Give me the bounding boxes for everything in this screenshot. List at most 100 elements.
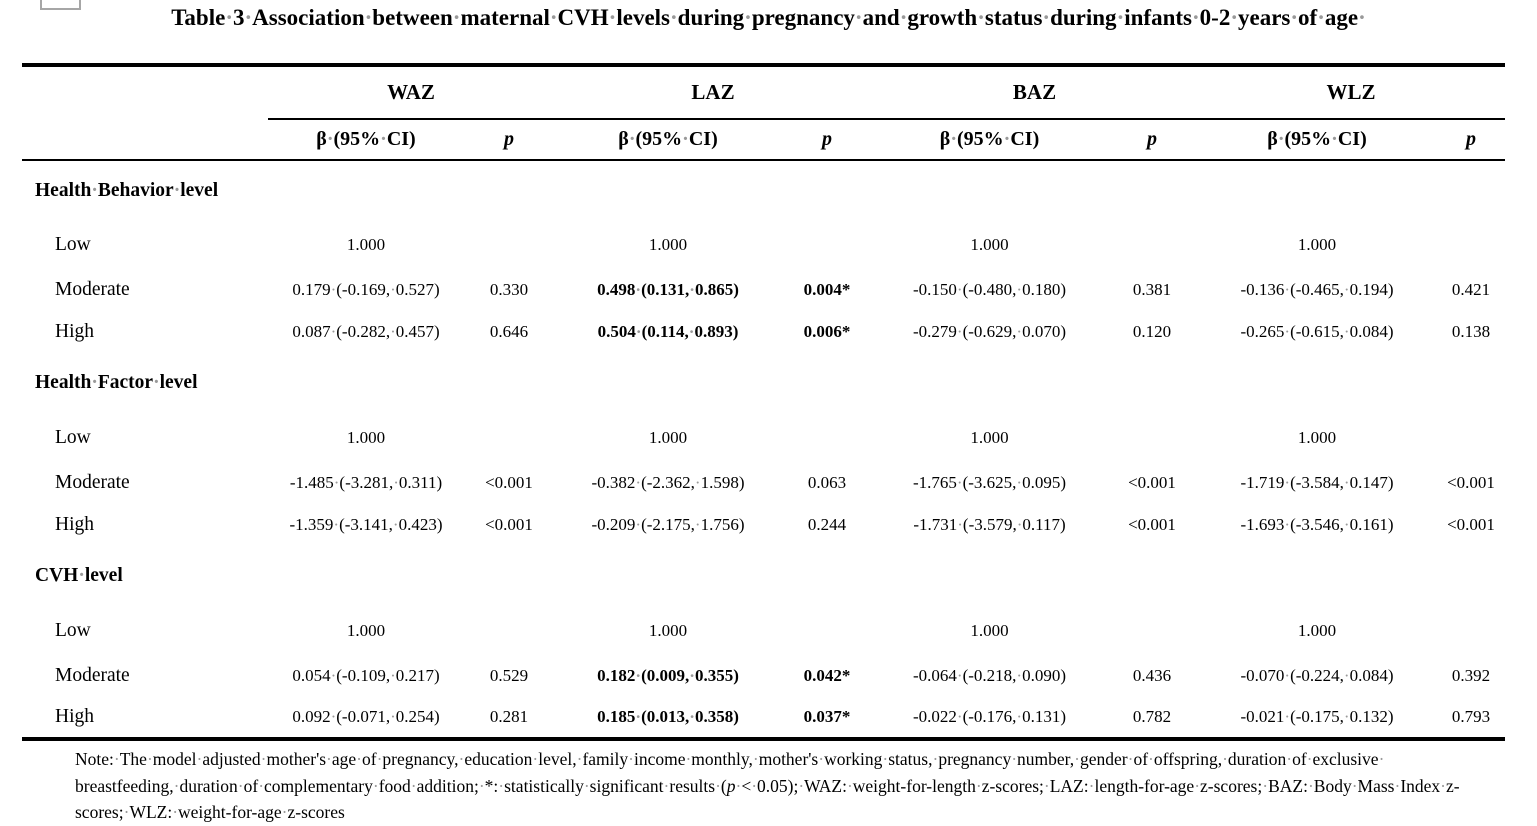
col-group-waz: WAZ — [268, 65, 555, 120]
cell-beta: 1.000 — [1297, 620, 1337, 640]
cell-beta: 0.185·(0.013,·0.358) — [597, 707, 739, 726]
row-label: Moderate — [55, 472, 130, 493]
laz-p-header: p — [782, 119, 873, 161]
table-footnote: Note:·The·model·adjusted·mother's·age·of… — [75, 746, 1505, 826]
cell-beta: 0.504·(0.114,·0.893) — [597, 322, 739, 341]
cell-beta: 1.000 — [346, 620, 386, 640]
cell-beta: 1.000 — [970, 620, 1009, 640]
cell-beta: -0.265·(-0.615,·0.084) — [1240, 322, 1394, 341]
cell-p — [1437, 606, 1505, 655]
cell-p — [782, 220, 872, 269]
cell-p: 0.529 — [489, 666, 529, 685]
row-label: Moderate — [55, 665, 130, 686]
section-label: Health·Factor·level — [35, 372, 198, 393]
cell-beta: -1.719·(-3.584,·0.147) — [1240, 473, 1394, 492]
cell-beta: -1.693·(-3.546,·0.161) — [1240, 515, 1394, 534]
cell-p: 0.120 — [1132, 322, 1172, 341]
baz-beta-header: β·(95%·CI) — [872, 119, 1108, 161]
cell-beta: -1.359·(-3.141,·0.423) — [289, 515, 443, 534]
section-header-row: CVH·level — [22, 546, 1505, 606]
cell-beta: 0.179·(-0.169,·0.527) — [292, 280, 440, 299]
cell-beta: 0.092·(-0.071,·0.254) — [292, 707, 440, 726]
cell-p: 0.037* — [803, 707, 851, 726]
cell-beta: -0.070·(-0.224,·0.084) — [1240, 666, 1394, 685]
cell-beta: -1.485·(-3.281,·0.311) — [289, 473, 443, 492]
section-header-row: Health·Factor·level — [22, 353, 1505, 413]
cell-p — [1437, 413, 1505, 462]
cropped-ui-fragment — [40, 0, 81, 10]
waz-p-header: p — [464, 119, 555, 161]
cell-p: <0.001 — [1128, 515, 1176, 534]
cell-p: <0.001 — [1128, 473, 1176, 492]
cell-p — [1107, 606, 1197, 655]
cell-beta: -0.021·(-0.175,·0.132) — [1240, 707, 1394, 726]
row-label: Low — [55, 426, 91, 448]
section-label: CVH·level — [35, 565, 123, 586]
cell-p — [782, 413, 872, 462]
cell-p — [1437, 220, 1505, 269]
level-row: High -1.359·(-3.141,·0.423) <0.001 -0.20… — [22, 504, 1505, 546]
cell-beta: -0.136·(-0.465,·0.194) — [1240, 280, 1394, 299]
row-label: High — [55, 321, 94, 342]
cell-p: 0.063 — [807, 473, 847, 492]
cell-p: 0.793 — [1451, 707, 1491, 726]
cell-p: <0.001 — [1447, 473, 1495, 492]
footnote-line-3: scores;·WLZ:·weight-for-age·z-scores — [75, 802, 345, 822]
cell-p: 0.436 — [1132, 666, 1172, 685]
sub-header-row: β·(95%·CI) p β·(95%·CI) p β·(95%·CI) p β… — [22, 119, 1506, 161]
wlz-beta-header: β·(95%·CI) — [1197, 119, 1438, 161]
row-label: Low — [55, 233, 91, 255]
waz-beta-header: β·(95%·CI) — [268, 119, 464, 161]
baz-p-header: p — [1107, 119, 1198, 161]
cell-beta: 1.000 — [970, 427, 1009, 447]
cell-p: 0.042* — [803, 666, 851, 685]
cell-beta: -1.765·(-3.625,·0.095) — [913, 473, 1067, 492]
level-row: Low 1.000 1.000 1.000 1.000 — [22, 220, 1505, 269]
cell-p: 0.392 — [1451, 666, 1491, 685]
cell-p — [464, 606, 554, 655]
col-group-baz: BAZ — [872, 65, 1198, 120]
cell-p: 0.421 — [1451, 280, 1491, 299]
cell-p: 0.281 — [489, 707, 529, 726]
row-label: Low — [55, 619, 91, 641]
cell-p — [1107, 220, 1197, 269]
cell-beta: 1.000 — [648, 427, 688, 447]
cell-p: <0.001 — [485, 473, 533, 492]
cell-p: 0.244 — [807, 515, 847, 534]
results-table: WAZ LAZ BAZ WLZ β·(95%·CI) p β·(95%·CI) … — [22, 63, 1506, 741]
cell-p — [782, 606, 872, 655]
cell-p: 0.006* — [803, 322, 851, 341]
footnote-line-2b: ·<·0.05);·WAZ:·weight-for-length·z-score… — [735, 775, 1460, 796]
col-group-wlz: WLZ — [1197, 65, 1506, 120]
cell-beta: -0.279·(-0.629,·0.070) — [913, 322, 1067, 341]
blank-corner-cell — [22, 119, 268, 161]
cell-beta: -1.731·(-3.579,·0.117) — [913, 515, 1066, 534]
wlz-p-header: p — [1437, 119, 1506, 161]
cell-beta: 1.000 — [648, 620, 688, 640]
cell-beta: -0.209·(-2.175,·1.756) — [591, 515, 745, 534]
laz-beta-header: β·(95%·CI) — [554, 119, 783, 161]
cell-p: 0.330 — [489, 280, 529, 299]
group-header-row: WAZ LAZ BAZ WLZ — [22, 65, 1506, 120]
cell-beta: -0.382·(-2.362,·1.598) — [591, 473, 745, 492]
cell-beta: 1.000 — [648, 234, 688, 254]
cell-beta: -0.064·(-0.218,·0.090) — [913, 666, 1067, 685]
row-label: High — [55, 706, 94, 727]
table-title: Table·3·Association·between·maternal·CVH… — [171, 5, 1366, 30]
results-table-wrap: WAZ LAZ BAZ WLZ β·(95%·CI) p β·(95%·CI) … — [22, 63, 1506, 741]
section-label: Health·Behavior·level — [35, 179, 219, 201]
level-row: Low 1.000 1.000 1.000 1.000 — [22, 413, 1505, 462]
row-label: Moderate — [55, 279, 130, 300]
level-row: Moderate -1.485·(-3.281,·0.311) <0.001 -… — [22, 462, 1505, 504]
level-row: Moderate 0.054·(-0.109,·0.217) 0.529 0.1… — [22, 655, 1505, 697]
cell-beta: -0.022·(-0.176,·0.131) — [913, 707, 1067, 726]
cell-beta: 0.498·(0.131,·0.865) — [597, 280, 739, 299]
cell-p — [464, 413, 554, 462]
cell-beta: -0.150·(-0.480,·0.180) — [913, 280, 1067, 299]
cell-beta: 1.000 — [1297, 234, 1337, 254]
cell-beta: 1.000 — [970, 234, 1009, 254]
cell-p: <0.001 — [485, 515, 533, 534]
cell-p — [464, 220, 554, 269]
cell-p — [1107, 413, 1197, 462]
cell-p: 0.782 — [1132, 707, 1172, 726]
